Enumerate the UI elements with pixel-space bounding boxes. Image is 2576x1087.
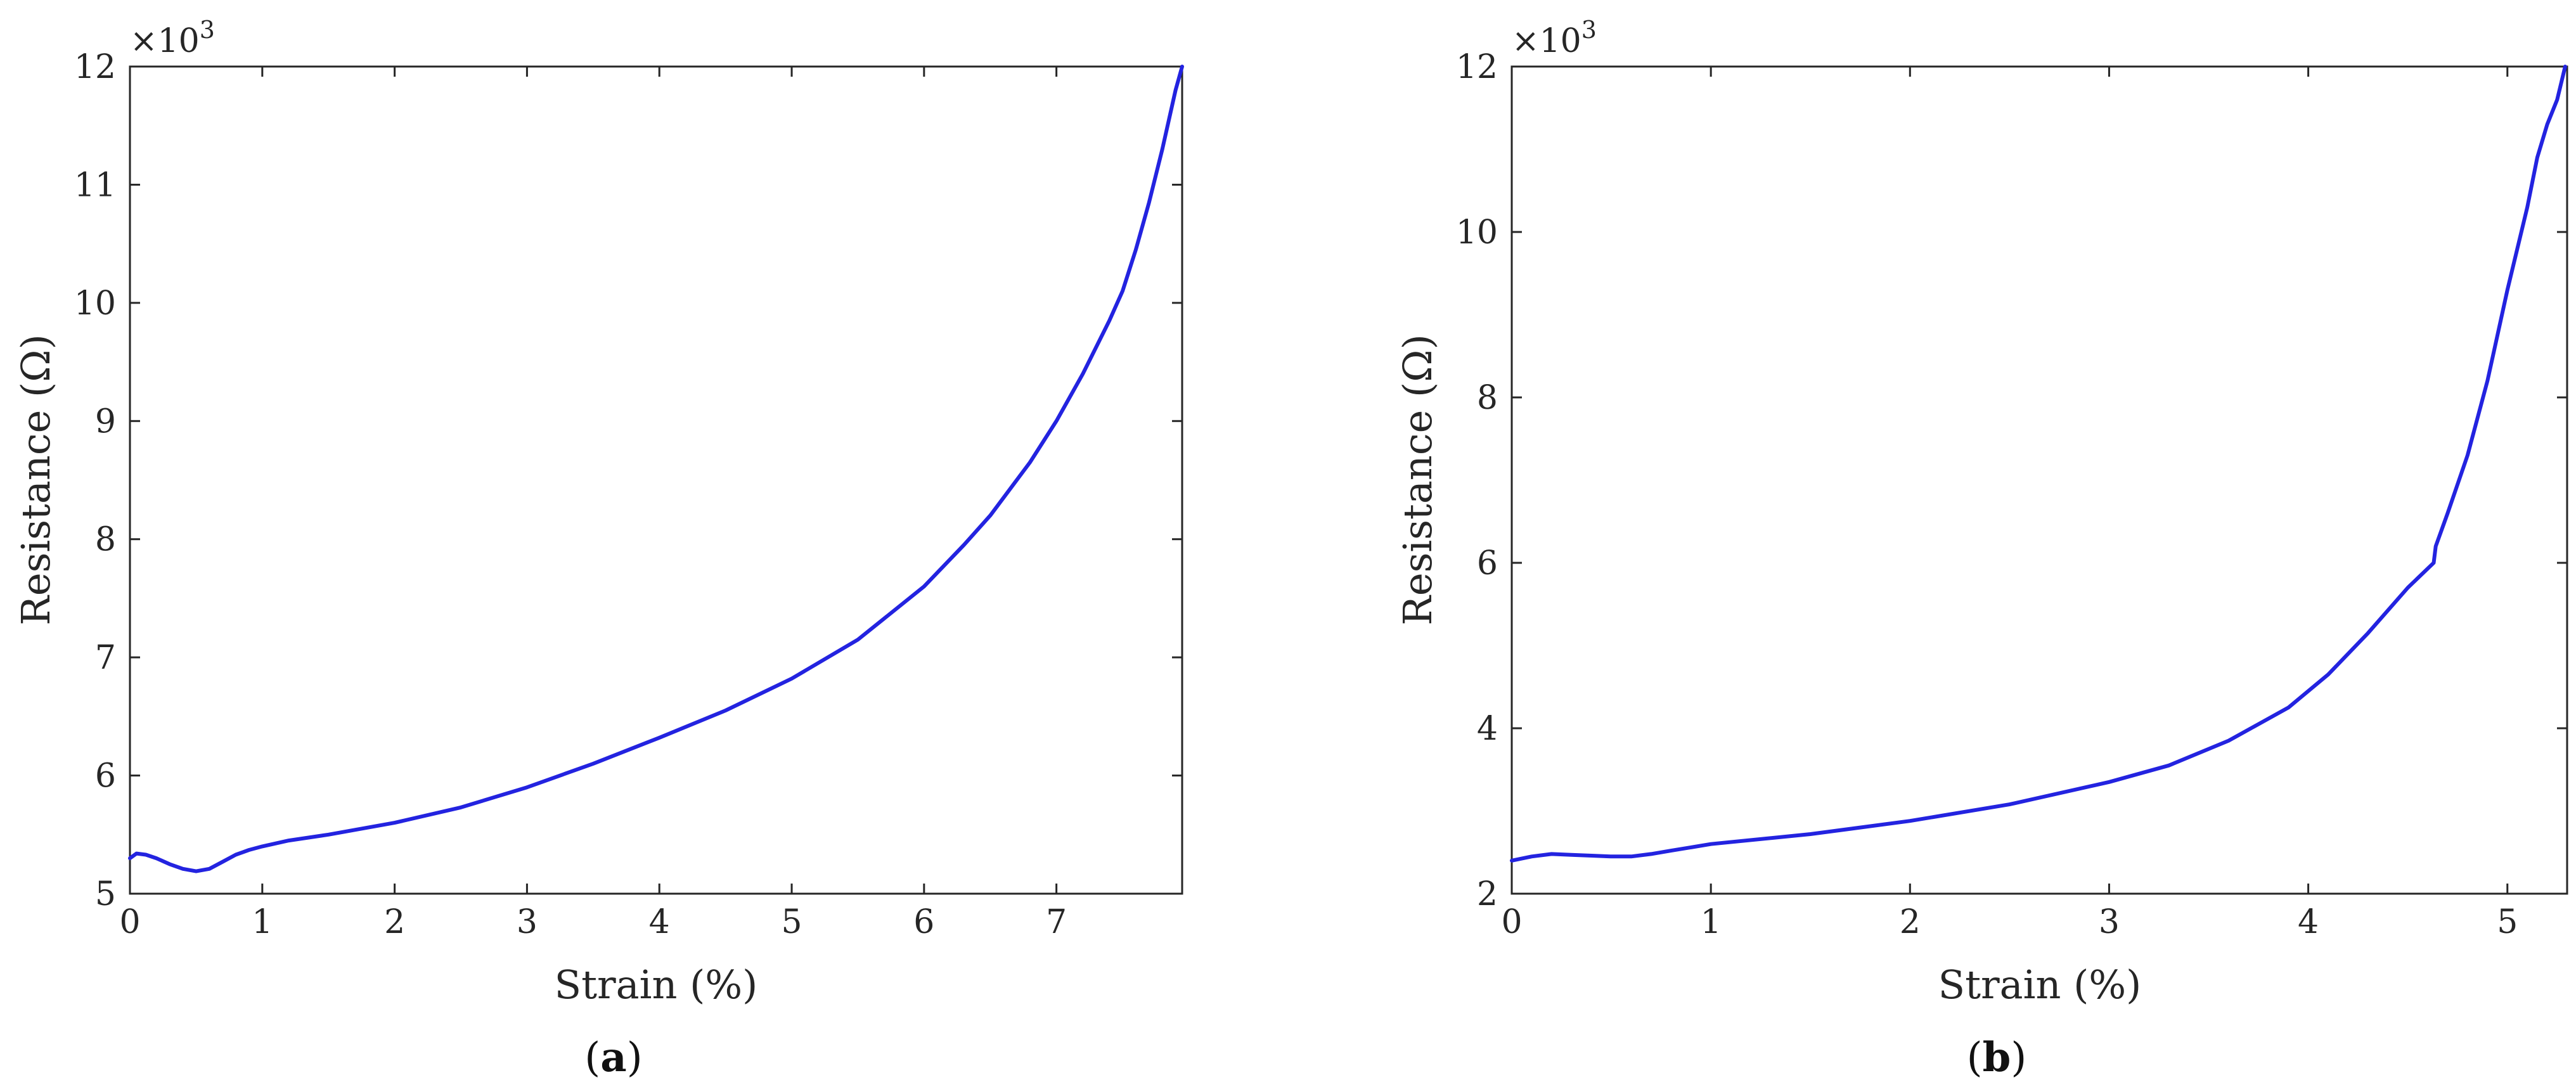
y-axis-label-a: Resistance (Ω) (13, 334, 59, 626)
x-axis-label-b: Strain (%) (1938, 962, 2142, 1008)
x-tick-label: 6 (913, 903, 934, 941)
series-line-b (1510, 65, 2567, 863)
y-tick-labels-a: 5 6 7 8 9 10 11 12 (74, 48, 116, 913)
plot-area-frame-a (129, 65, 1183, 895)
tick-marks-b (1510, 65, 2567, 895)
x-tick-label: 5 (2497, 903, 2518, 941)
panel-label-b: (b) (1967, 1034, 2027, 1081)
y-tick-label: 12 (1456, 48, 1498, 86)
y-tick-label: 9 (95, 402, 116, 441)
plot-area-frame-b (1510, 65, 2568, 895)
x-tick-label: 3 (2099, 903, 2120, 941)
x-axis-label-a: Strain (%) (555, 962, 758, 1008)
x-tick-label: 4 (2298, 903, 2319, 941)
x-tick-label: 1 (252, 903, 273, 941)
x-tick-label: 5 (781, 903, 802, 941)
y-axis-label-b: Resistance (Ω) (1394, 334, 1441, 626)
y-tick-label: 2 (1477, 875, 1498, 913)
y-tick-label: 12 (74, 48, 116, 86)
series-line-a (128, 65, 1184, 873)
y-tick-label: 5 (95, 875, 116, 913)
tick-marks-a (129, 65, 1182, 895)
y-tick-label: 10 (74, 285, 116, 323)
x-tick-label: 2 (1900, 903, 1921, 941)
x-tick-label: 2 (384, 903, 405, 941)
y-multiplier-a: ×103 (130, 16, 215, 60)
x-tick-labels-b: 0 1 2 3 4 5 (1501, 903, 2518, 941)
y-tick-label: 11 (74, 166, 116, 204)
y-tick-label: 6 (95, 757, 116, 795)
x-tick-label: 7 (1046, 903, 1067, 941)
y-tick-label: 6 (1477, 544, 1498, 582)
y-multiplier-b: ×103 (1512, 16, 1597, 60)
x-tick-label: 0 (1501, 903, 1522, 941)
y-tick-label: 7 (95, 639, 116, 677)
panel-label-a: (a) (584, 1034, 642, 1081)
y-tick-labels-b: 2 4 6 8 10 12 (1456, 48, 1498, 913)
x-tick-label: 1 (1701, 903, 1722, 941)
x-tick-label: 4 (649, 903, 670, 941)
y-tick-label: 8 (95, 521, 116, 559)
y-tick-label: 4 (1477, 710, 1498, 748)
x-tick-label: 3 (517, 903, 538, 941)
y-tick-label: 8 (1477, 379, 1498, 417)
x-tick-label: 0 (119, 903, 140, 941)
y-tick-label: 10 (1456, 214, 1498, 252)
x-tick-labels-a: 0 1 2 3 4 5 6 7 (119, 903, 1067, 941)
